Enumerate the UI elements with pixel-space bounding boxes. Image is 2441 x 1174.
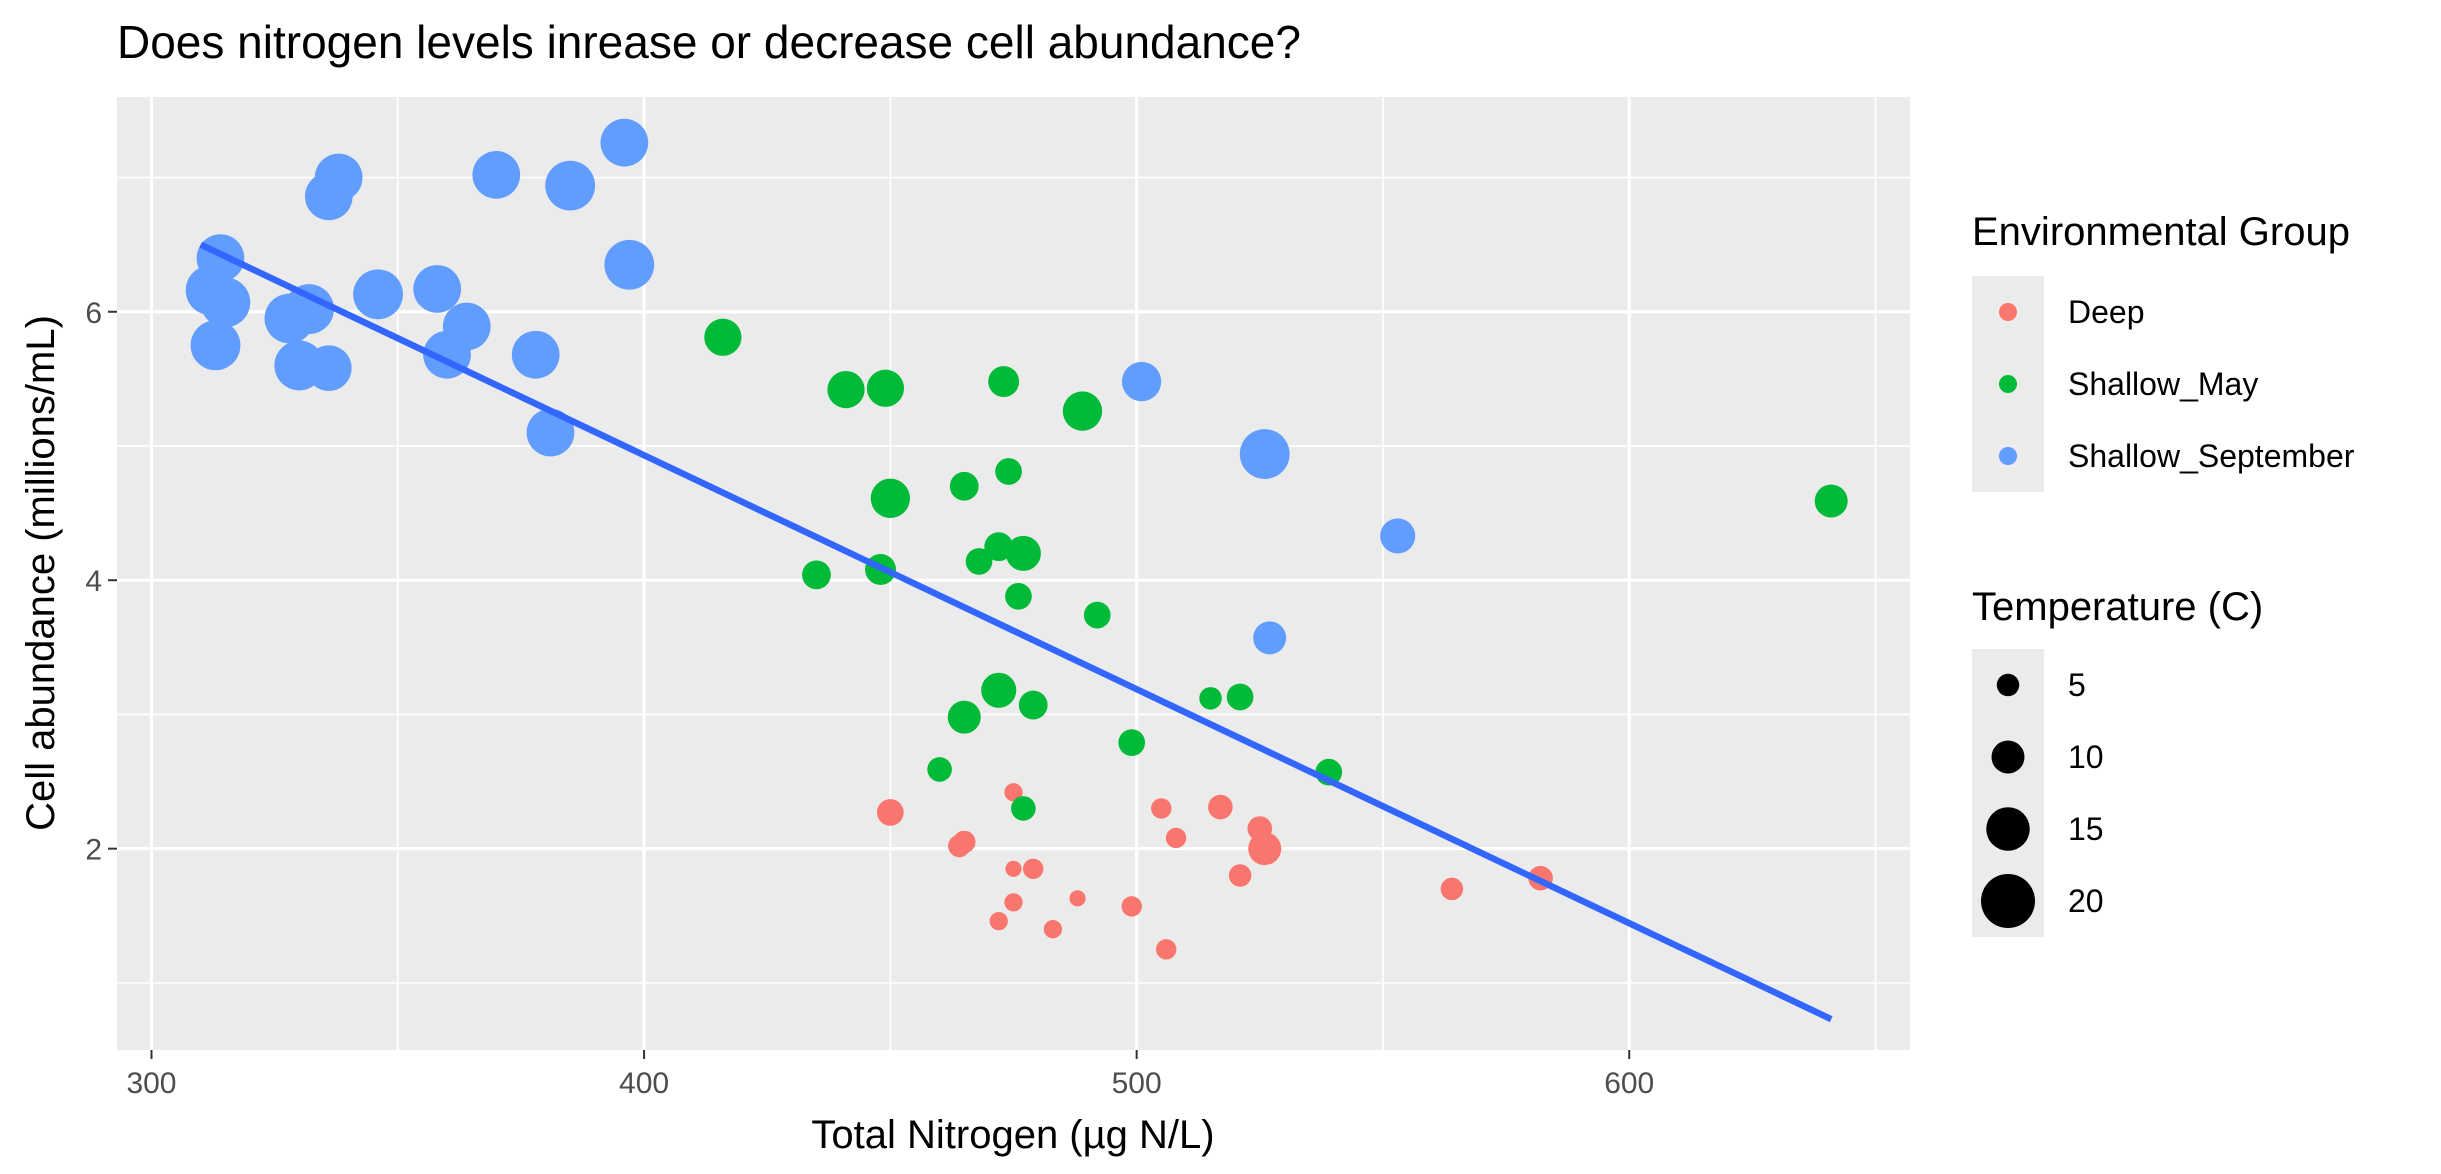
legend-size-key: [1991, 740, 2025, 774]
x-axis-label: Total Nitrogen (µg N/L): [811, 1113, 1214, 1157]
x-tick-label: 500: [1112, 1067, 1162, 1100]
point-deep: [1023, 858, 1044, 879]
point-shallow-september: [600, 118, 649, 167]
size-legend-title: Temperature (C): [1972, 585, 2263, 629]
x-tick-label: 400: [619, 1067, 669, 1100]
point-shallow-may: [988, 366, 1020, 398]
point-shallow-may: [827, 371, 865, 409]
point-shallow-september: [284, 284, 335, 334]
trend-line: [199, 241, 1833, 1023]
major-gridlines: [117, 97, 1910, 1050]
point-shallow-september: [196, 234, 245, 282]
point-shallow-may: [870, 478, 911, 518]
point-shallow-september: [545, 160, 596, 211]
point-shallow-may: [995, 458, 1022, 485]
legend-label: 5: [2068, 667, 2086, 703]
point-shallow-may: [1226, 683, 1254, 711]
y-axis-ticks: 2 4 6: [85, 297, 117, 867]
point-deep: [1043, 920, 1063, 939]
legend-key-shallow-may: [1999, 375, 2017, 393]
legend-key-shallow-september: [1999, 447, 2017, 465]
point-shallow-september: [353, 269, 403, 320]
x-tick-label: 300: [126, 1067, 176, 1100]
point-shallow-may: [1199, 687, 1222, 710]
trend-line-layer: [199, 241, 1833, 1023]
y-tick-label: 4: [85, 565, 102, 598]
point-shallow-september: [442, 302, 491, 351]
y-axis-label: Cell abundance (millions/mL): [19, 315, 63, 831]
point-deep: [1165, 827, 1187, 849]
point-deep: [948, 834, 971, 858]
point-shallow-september: [1253, 621, 1287, 655]
point-deep: [1228, 864, 1252, 887]
point-deep: [1151, 798, 1172, 819]
point-shallow-may: [1018, 690, 1048, 720]
legend-label: Shallow_September: [2068, 438, 2355, 474]
point-shallow-may: [1005, 535, 1041, 571]
x-axis-ticks: 300 400 500 600: [126, 1050, 1654, 1100]
plot-panel: [117, 97, 1910, 1050]
legend-label: Deep: [2068, 294, 2145, 330]
legend-label: 20: [2068, 883, 2104, 919]
point-shallow-september: [1380, 518, 1416, 554]
point-deep: [989, 911, 1008, 931]
point-shallow-september: [526, 408, 575, 457]
point-deep: [1069, 890, 1086, 907]
data-points: [185, 118, 1848, 960]
x-tick-label: 600: [1604, 1067, 1654, 1100]
point-deep: [1005, 860, 1022, 877]
legend-label: Shallow_May: [2068, 366, 2258, 402]
y-tick-label: 6: [85, 297, 102, 330]
point-shallow-may: [866, 369, 905, 407]
point-shallow-september: [511, 330, 560, 379]
point-shallow-september: [1239, 429, 1290, 479]
legend-size-key: [1996, 673, 2020, 697]
point-shallow-september: [200, 277, 251, 328]
point-shallow-may: [1814, 484, 1848, 518]
point-shallow-may: [1118, 729, 1146, 756]
point-shallow-september: [190, 320, 241, 371]
point-deep: [1208, 794, 1233, 820]
point-shallow-may: [1083, 601, 1111, 629]
legend-key-deep: [1999, 303, 2017, 321]
point-deep: [1004, 893, 1023, 912]
color-legend-title: Environmental Group: [1972, 210, 2350, 254]
point-deep: [1004, 783, 1023, 802]
point-shallow-may: [1062, 391, 1103, 431]
point-shallow-september: [472, 151, 521, 199]
point-shallow-may: [981, 672, 1017, 708]
point-shallow-may: [949, 471, 979, 501]
y-tick-label: 2: [85, 834, 102, 867]
point-deep: [1440, 877, 1464, 901]
legend-size-key: [1986, 807, 2030, 851]
legend-label: 10: [2068, 739, 2104, 775]
legend-size-key: [1981, 874, 2035, 928]
point-shallow-september: [306, 345, 352, 391]
point-shallow-may: [704, 318, 742, 356]
point-shallow-may: [802, 560, 831, 590]
point-shallow-may: [1005, 582, 1032, 610]
point-shallow-may: [965, 548, 993, 575]
color-legend: Environmental Group Deep Shallow_May Shall…: [1972, 210, 2355, 492]
point-deep: [877, 799, 904, 826]
point-deep: [1248, 832, 1282, 866]
point-shallow-september: [604, 239, 655, 290]
point-shallow-may: [947, 700, 981, 734]
legend-label: 15: [2068, 811, 2104, 847]
point-shallow-september: [304, 172, 353, 221]
point-shallow-may: [1011, 796, 1036, 821]
size-legend: Temperature (C) 5 10 15 20: [1972, 585, 2263, 937]
point-shallow-september: [1121, 361, 1162, 402]
point-deep: [1121, 896, 1142, 917]
point-shallow-september: [413, 265, 462, 313]
chart-title: Does nitrogen levels inrease or decrease…: [117, 16, 1301, 68]
point-shallow-may: [927, 757, 952, 782]
point-deep: [1156, 939, 1177, 960]
